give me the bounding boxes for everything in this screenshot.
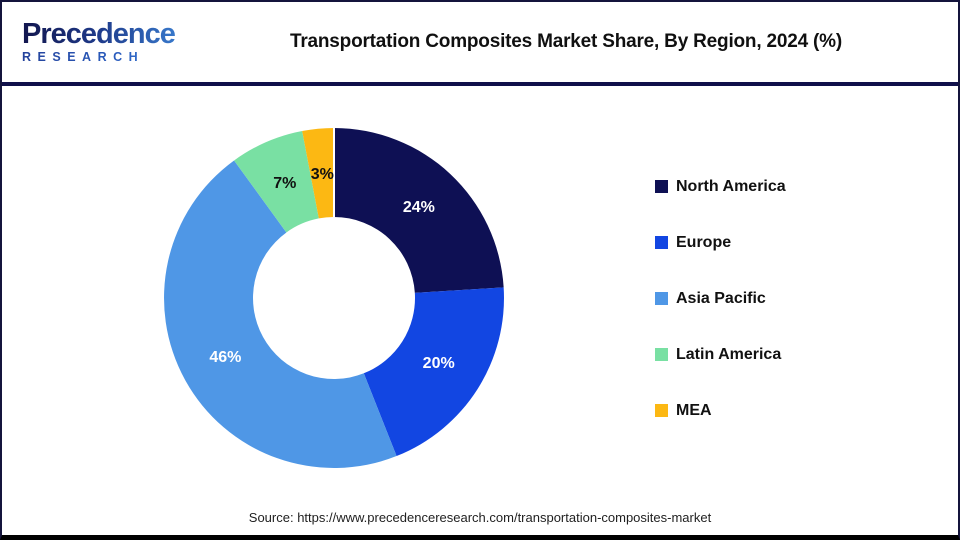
header: Precedence RESEARCH Transportation Compo… — [2, 2, 958, 82]
donut-chart: 24% 20% 46% 7% 3% — [164, 128, 504, 468]
legend: North America Europe Asia Pacific Latin … — [655, 178, 786, 419]
footer: Source: https://www.precedenceresearch.c… — [2, 510, 958, 525]
legend-item-latin-america: Latin America — [655, 346, 786, 363]
legend-item-north-america: North America — [655, 178, 786, 195]
legend-item-mea: MEA — [655, 402, 786, 419]
legend-swatch-latin-america — [655, 348, 668, 361]
logo-wordmark: Precedence — [22, 20, 192, 49]
donut-slice-mea — [302, 128, 334, 219]
legend-swatch-asia-pacific — [655, 292, 668, 305]
title-container: Transportation Composites Market Share, … — [192, 31, 958, 53]
slice-label-north-america: 24% — [402, 198, 435, 216]
source-text: Source: https://www.precedenceresearch.c… — [248, 510, 712, 525]
donut-slice-north-america — [334, 128, 504, 293]
header-divider — [2, 82, 958, 86]
donut-slice-europe — [363, 287, 504, 457]
legend-label-mea: MEA — [676, 401, 712, 419]
precedence-research-logo: Precedence RESEARCH — [2, 20, 192, 64]
chart-area: 24% 20% 46% 7% 3% North America Europe A… — [2, 86, 958, 530]
slice-label-europe: 20% — [422, 355, 455, 373]
legend-item-asia-pacific: Asia Pacific — [655, 290, 786, 307]
legend-label-europe: Europe — [676, 233, 732, 251]
legend-item-europe: Europe — [655, 234, 786, 251]
donut-slice-asia-pacific — [164, 160, 397, 468]
slice-label-asia-pacific: 46% — [209, 348, 242, 366]
donut-svg — [164, 128, 504, 468]
legend-label-north-america: North America — [676, 177, 786, 195]
legend-label-latin-america: Latin America — [676, 345, 782, 363]
slice-label-mea: 3% — [310, 165, 334, 183]
legend-swatch-mea — [655, 404, 668, 417]
chart-title: Transportation Composites Market Share, … — [289, 31, 842, 52]
donut-slice-latin-america — [234, 131, 319, 233]
slice-label-latin-america: 7% — [273, 175, 297, 193]
legend-label-asia-pacific: Asia Pacific — [676, 289, 766, 307]
legend-swatch-europe — [655, 236, 668, 249]
logo-subtitle: RESEARCH — [22, 51, 192, 64]
legend-swatch-north-america — [655, 180, 668, 193]
